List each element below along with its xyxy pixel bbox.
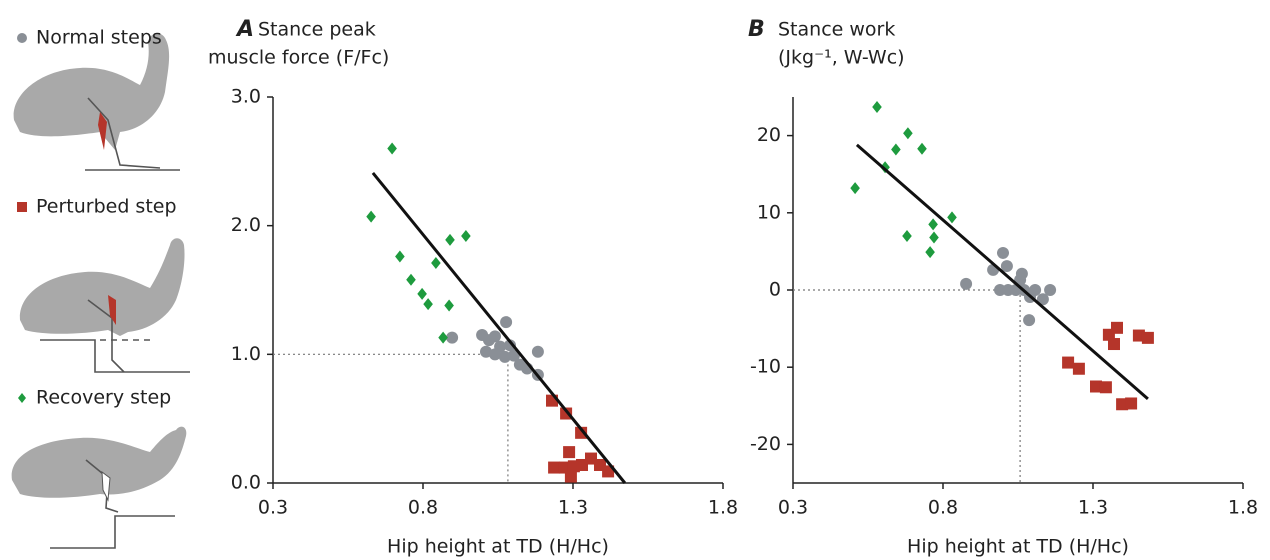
x-tick-label: 0.8 (408, 497, 438, 519)
legend-label: Normal steps (36, 27, 162, 49)
point (507, 349, 520, 362)
point (431, 256, 441, 269)
point (1023, 314, 1036, 327)
point (446, 331, 459, 344)
x-tick-label: 0.3 (258, 497, 288, 519)
point (1099, 381, 1112, 394)
legend-marker (17, 202, 27, 212)
point (1072, 362, 1085, 375)
point (917, 142, 927, 155)
point (1044, 284, 1057, 296)
y-tick-label: 0 (769, 279, 781, 301)
y-tick-label: 10 (757, 201, 781, 223)
point (1090, 380, 1102, 393)
point (925, 246, 935, 259)
x-tick-label: 1.3 (558, 497, 588, 519)
chart-title: Stance work (778, 19, 895, 41)
point (850, 182, 860, 195)
point (960, 277, 973, 290)
point (947, 211, 957, 224)
point (395, 250, 405, 263)
point (872, 101, 882, 114)
point (1125, 397, 1138, 410)
y-tick-label: -20 (750, 433, 781, 455)
point (902, 229, 912, 242)
chart-title: Stance peak (258, 19, 376, 41)
point (489, 330, 501, 343)
point (445, 233, 455, 246)
point (1036, 293, 1049, 306)
bird-normal (13, 33, 180, 171)
x-tick-label: 1.8 (708, 497, 738, 519)
bird-recovery (11, 426, 187, 549)
point (929, 231, 939, 244)
point (1141, 331, 1154, 344)
point (423, 298, 433, 311)
bird-perturbed (19, 238, 190, 373)
point (602, 465, 615, 478)
panel-letter: A (235, 17, 254, 42)
chart-title: (Jkg⁻¹, W-Wc) (778, 47, 905, 69)
x-tick-label: 0.3 (778, 497, 808, 519)
point (1000, 260, 1013, 273)
point (1029, 284, 1042, 296)
point (1062, 356, 1075, 369)
point (563, 446, 576, 459)
y-tick-label: 20 (757, 124, 781, 146)
legend-marker (17, 33, 27, 43)
point (928, 218, 938, 231)
legend-marker (18, 393, 26, 403)
point (438, 331, 448, 344)
point (997, 246, 1009, 259)
fit-line (371, 171, 627, 484)
point (564, 470, 577, 483)
point (500, 316, 513, 329)
point (1015, 267, 1028, 280)
point (444, 299, 454, 312)
point (489, 348, 501, 361)
y-tick-label: 0.0 (231, 472, 261, 494)
point (387, 142, 397, 155)
legend-label: Perturbed step (36, 196, 177, 218)
point (498, 350, 511, 363)
y-tick-label: 2.0 (231, 214, 261, 236)
y-tick-label: -10 (750, 356, 781, 378)
x-tick-label: 1.3 (1078, 497, 1108, 519)
point (891, 143, 901, 156)
y-tick-label: 3.0 (231, 86, 261, 108)
point (1111, 321, 1123, 334)
point (1108, 338, 1120, 351)
fit-line (855, 143, 1149, 400)
point (504, 339, 516, 352)
x-axis-label: Hip height at TD (H/Hc) (907, 536, 1129, 558)
point (548, 461, 561, 474)
point (903, 127, 913, 140)
x-tick-label: 0.8 (928, 497, 958, 519)
point (480, 345, 492, 358)
panel-letter: B (748, 17, 765, 42)
point (531, 345, 544, 358)
y-tick-label: 1.0 (231, 343, 261, 365)
chart-title: muscle force (F/Fc) (208, 47, 389, 69)
point (366, 210, 376, 223)
point (461, 229, 471, 242)
point (406, 273, 416, 286)
x-axis-label: Hip height at TD (H/Hc) (387, 536, 609, 558)
x-tick-label: 1.8 (1228, 497, 1258, 519)
legend-label: Recovery step (36, 387, 171, 409)
point (575, 426, 588, 439)
point (417, 287, 427, 300)
